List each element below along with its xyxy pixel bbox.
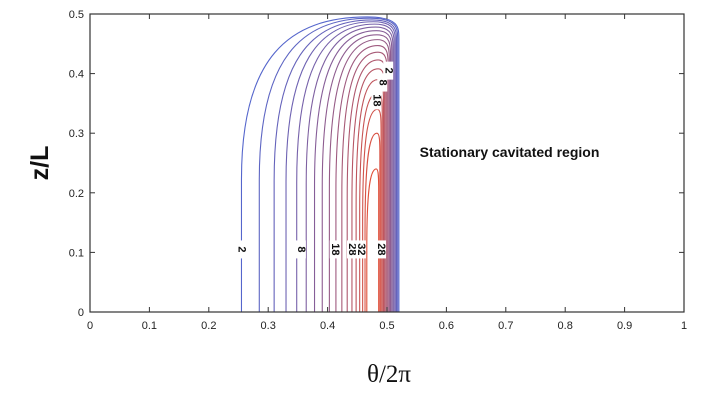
contour-line <box>335 45 389 312</box>
contour-label-bg <box>383 61 394 80</box>
contour-label: 18 <box>329 243 341 255</box>
x-tick-label: 0.6 <box>439 320 454 332</box>
y-tick-label: 0.3 <box>69 128 84 140</box>
contour-label: 32 <box>355 243 367 255</box>
contour-label: 2 <box>382 68 394 74</box>
contour-label-bg <box>371 91 382 110</box>
contour-line <box>285 21 396 312</box>
annotation-text: Stationary cavitated region <box>420 144 600 160</box>
contour-line <box>328 39 390 312</box>
x-axis-label: θ/2π <box>367 361 411 388</box>
contour-line <box>364 132 381 312</box>
contour-label-bg <box>376 240 387 259</box>
x-tick-label: 0.3 <box>261 320 276 332</box>
y-tick-label: 0.5 <box>69 9 84 21</box>
contour-lines <box>240 16 400 312</box>
contour-label: 28 <box>346 243 358 255</box>
contour-line <box>305 26 394 312</box>
contour-label: 8 <box>376 79 388 85</box>
x-tick-label: 0.2 <box>201 320 216 332</box>
contour-line <box>355 79 384 312</box>
contour-label-bg <box>329 240 340 259</box>
y-tick-label: 0.2 <box>69 188 84 200</box>
contour-line <box>258 17 399 312</box>
contour-line <box>362 108 382 312</box>
contour-label-bg <box>236 240 247 259</box>
contour-label-bg <box>346 240 357 259</box>
contour-label: 2 <box>236 246 248 252</box>
x-tick-label: 0.1 <box>142 320 157 332</box>
contour-label-bg <box>295 240 306 259</box>
contour-line <box>313 30 393 312</box>
contour-line <box>366 168 380 312</box>
x-tick-label: 1 <box>681 320 687 332</box>
contour-line <box>296 23 395 312</box>
x-tick-label: 0.4 <box>320 320 335 332</box>
x-tick-label: 0 <box>87 320 93 332</box>
y-tick-label: 0 <box>78 307 84 319</box>
contour-label: 28 <box>375 243 387 255</box>
y-axis-ticks: 0 0.1 0.2 0.3 0.4 0.5 <box>69 9 684 319</box>
contour-label-bg <box>355 240 366 259</box>
contour-label: 18 <box>370 94 382 106</box>
x-tick-label: 0.7 <box>498 320 513 332</box>
contour-label-bg <box>377 73 388 92</box>
x-tick-label: 0.9 <box>617 320 632 332</box>
contour-line <box>273 19 398 312</box>
x-tick-label: 0.8 <box>558 320 573 332</box>
contour-line <box>240 16 400 312</box>
y-tick-label: 0.1 <box>69 247 84 259</box>
x-axis-ticks: 0 0.1 0.2 0.3 0.4 0.5 0.6 0.7 0.8 0.9 1 <box>87 14 687 332</box>
x-tick-label: 0.5 <box>379 320 394 332</box>
y-tick-label: 0.4 <box>69 69 84 81</box>
y-axis-label: z/L <box>26 146 54 181</box>
contour-line <box>321 34 392 312</box>
contour-label: 8 <box>295 246 307 252</box>
